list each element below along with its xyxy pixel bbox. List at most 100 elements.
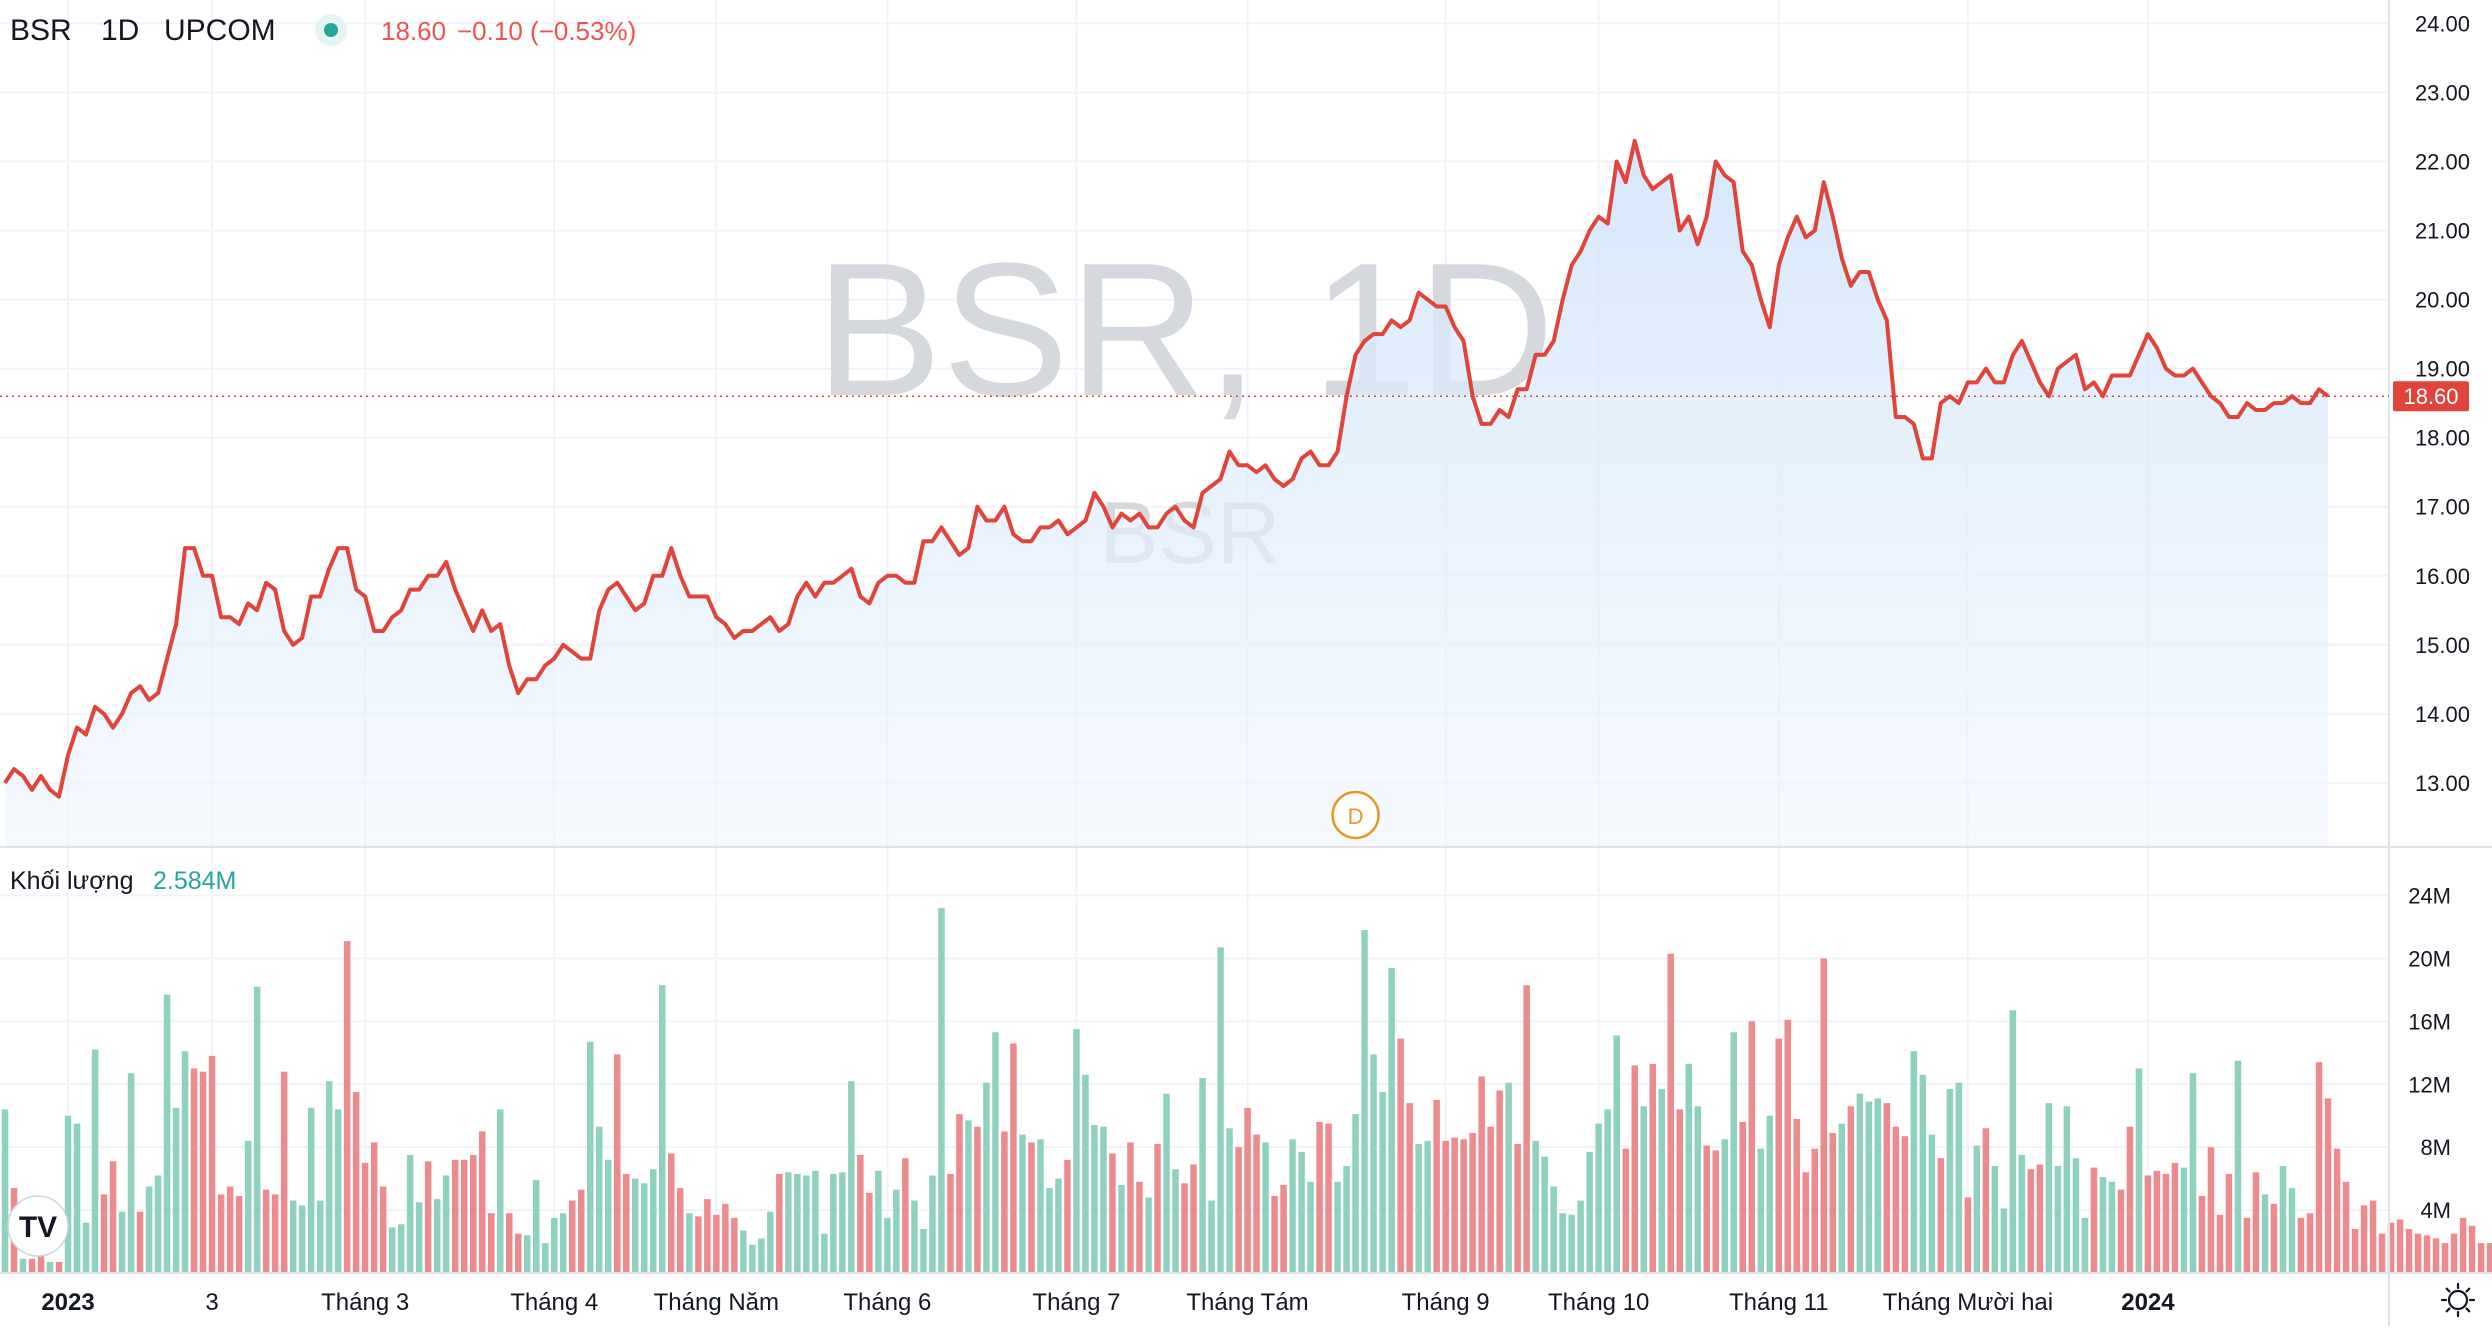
volume-bar — [1046, 1188, 1053, 1273]
volume-bar — [199, 1071, 207, 1273]
volume-bar — [1001, 1131, 1008, 1273]
volume-bar — [343, 941, 351, 1273]
volume-bar — [1586, 1151, 1593, 1273]
settings-gear-icon[interactable] — [2440, 1282, 2476, 1318]
volume-bar — [1496, 1090, 1503, 1273]
volume-bar — [1793, 1118, 1800, 1273]
volume-bar — [1658, 1089, 1665, 1273]
volume-bar — [2468, 1225, 2476, 1273]
time-tick-label: 3 — [205, 1289, 218, 1316]
dividend-marker[interactable]: D — [1331, 790, 1380, 840]
volume-bar — [515, 1233, 522, 1273]
volume-bar — [686, 1213, 693, 1273]
tradingview-logo-icon[interactable]: TV — [7, 1195, 69, 1257]
volume-bar — [983, 1082, 990, 1273]
volume-bar — [2315, 1062, 2323, 1273]
volume-bar — [118, 1211, 126, 1273]
volume-bar — [244, 1140, 252, 1273]
price-tick-label: 22.00 — [2415, 149, 2470, 174]
volume-bar — [1442, 1140, 1449, 1273]
volume-bar — [127, 1073, 135, 1273]
volume-bar — [1568, 1214, 1575, 1273]
axis-layer[interactable]: 24.00 23.00 22.00 21.00 20.00 19.00 18.00 17.00… — [41, 11, 2470, 1316]
volume-bar — [1019, 1134, 1026, 1273]
volume-bar — [2414, 1233, 2422, 1273]
volume-bar — [172, 1107, 180, 1273]
volume-bar — [1901, 1136, 1909, 1273]
volume-bar — [1910, 1051, 1918, 1273]
volume-bar — [1379, 1092, 1386, 1273]
volume-bar — [334, 1109, 342, 1273]
volume-bar — [1640, 1106, 1647, 1273]
time-tick-label: Tháng Năm — [654, 1289, 779, 1316]
volume-bar — [2225, 1173, 2233, 1273]
volume-bar — [2198, 1195, 2206, 1273]
volume-bar — [1973, 1145, 1981, 1273]
price-tick-label: 17.00 — [2415, 495, 2470, 520]
volume-bar — [803, 1175, 810, 1273]
price-value: 18.60 — [381, 16, 446, 46]
time-tick-label: Tháng 9 — [1402, 1289, 1490, 1316]
volume-bar — [2072, 1158, 2080, 1273]
volume-pane[interactable] — [1, 908, 2492, 1274]
volume-bar — [839, 1172, 846, 1273]
volume-bar — [2045, 1103, 2053, 1273]
time-tick-label: 2024 — [2121, 1289, 2175, 1316]
volume-tick-label: 4M — [2420, 1198, 2451, 1223]
volume-bar — [1154, 1144, 1161, 1273]
volume-bar — [1820, 958, 1827, 1273]
volume-bar — [857, 1155, 864, 1273]
volume-bar — [2153, 1170, 2161, 1273]
volume-bar — [1064, 1159, 1071, 1274]
volume-bar — [731, 1217, 738, 1273]
volume-bar — [1262, 1142, 1269, 1273]
price-tick-label: 15.00 — [2415, 633, 2470, 658]
volume-bar — [830, 1173, 837, 1273]
volume-bar — [884, 1217, 891, 1273]
volume-bar — [2036, 1164, 2044, 1273]
volume-bar — [902, 1158, 909, 1273]
volume-bar — [2162, 1173, 2170, 1273]
volume-bar — [289, 1200, 297, 1273]
volume-bar — [2378, 1233, 2386, 1273]
volume-bar — [2324, 1098, 2332, 1273]
volume-bar — [1271, 1195, 1278, 1273]
volume-bar — [713, 1214, 720, 1273]
last-price-tag: 18.60 — [2393, 381, 2469, 412]
volume-bar — [1694, 1106, 1701, 1273]
interval-label[interactable]: 1D — [101, 14, 139, 47]
volume-bar — [1235, 1147, 1242, 1273]
volume-bar — [271, 1194, 279, 1273]
volume-bar — [1874, 1098, 1882, 1273]
volume-bar — [569, 1200, 576, 1273]
volume-bar — [641, 1183, 648, 1273]
volume-bar — [488, 1213, 495, 1273]
volume-bar — [109, 1161, 117, 1273]
price-line[interactable] — [3, 138, 2330, 799]
volume-bar — [2099, 1177, 2107, 1273]
volume-bar — [497, 1109, 504, 1273]
volume-bar — [2117, 1189, 2125, 1273]
time-tick-label: 2023 — [41, 1289, 94, 1316]
volume-bar — [1514, 1144, 1521, 1273]
volume-bar — [1082, 1074, 1089, 1273]
volume-bar — [704, 1199, 711, 1273]
volume-bar — [2090, 1167, 2098, 1273]
price-tick-label: 16.00 — [2415, 564, 2470, 589]
volume-bar — [388, 1227, 396, 1273]
price-tick-label: 20.00 — [2415, 288, 2470, 313]
volume-bar — [1253, 1134, 1260, 1273]
symbol-label[interactable]: BSR — [10, 14, 72, 47]
volume-bar — [2369, 1200, 2377, 1273]
volume-bar — [848, 1081, 855, 1273]
price-pane[interactable] — [3, 138, 2330, 848]
price-tick-label: 21.00 — [2415, 219, 2470, 244]
volume-bar — [947, 1173, 954, 1273]
exchange-label[interactable]: UPCOM — [164, 14, 276, 47]
volume-label[interactable]: Khối lượng — [10, 867, 133, 895]
time-tick-label: Tháng 10 — [1548, 1289, 1649, 1316]
volume-tick-label: 8M — [2420, 1135, 2451, 1160]
volume-bar — [1280, 1184, 1287, 1273]
volume-bar — [2027, 1169, 2035, 1273]
